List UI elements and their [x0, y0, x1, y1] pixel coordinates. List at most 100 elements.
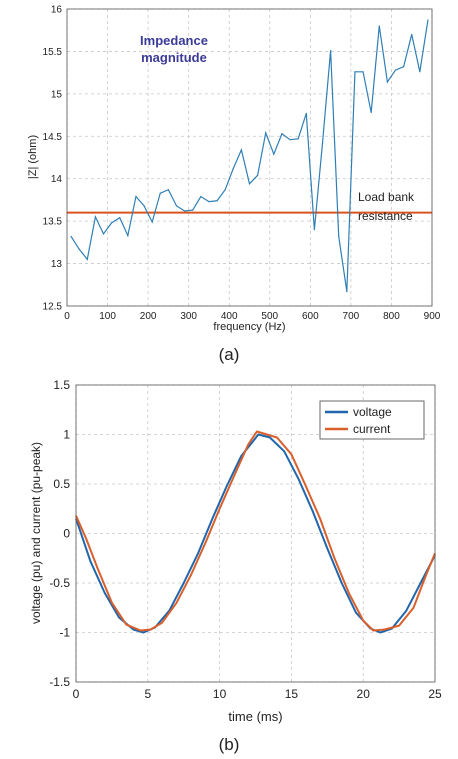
y-tick-label: 15: [51, 89, 63, 100]
impedance-point: [175, 205, 178, 207]
y-tick-label: 0.5: [53, 477, 70, 491]
impedance-point: [313, 229, 315, 231]
impedance-point: [289, 139, 291, 141]
impedance-point: [362, 71, 364, 73]
impedance-point: [281, 133, 283, 135]
impedance-point: [184, 210, 186, 212]
x-tick-label: 300: [180, 311, 197, 322]
impedance-point: [224, 189, 226, 191]
x-tick-label: 20: [357, 687, 371, 701]
legend-label-current: current: [353, 422, 391, 436]
impedance-chart: 0 100 200 300 400 500 600 700 800 900 12.51313.51…: [27, 5, 441, 365]
impedance-point: [111, 222, 113, 224]
legend-label-voltage: voltage: [353, 405, 392, 419]
impedance-point: [257, 174, 259, 176]
x-tick-label: 700: [343, 311, 360, 322]
impedance-point: [167, 189, 169, 191]
x-tick-label: 800: [383, 311, 400, 322]
impedance-point: [216, 200, 218, 202]
x-tick-label: 0: [64, 311, 70, 322]
x-tick-label: 200: [140, 311, 157, 322]
y-tick-label: -1.5: [49, 675, 70, 689]
x-tick-label: 400: [221, 311, 238, 322]
y-tick-label: 14.5: [43, 132, 63, 143]
x-tick-label: 900: [424, 311, 441, 322]
legend: voltage current: [319, 400, 425, 440]
x-ticks-b: 0 5 10 15 20 25: [73, 687, 442, 701]
y-tick-label: 16: [51, 5, 63, 16]
impedance-point: [386, 81, 388, 83]
x-axis-label-b: time (ms): [228, 709, 282, 724]
y-axis-label-b: voltage (pu) and current (pu-peak): [29, 442, 43, 624]
x-tick-label: 10: [213, 687, 227, 701]
x-tick-label: 500: [261, 311, 278, 322]
x-tick-label: 5: [144, 687, 151, 701]
plot-area-a: [67, 9, 432, 306]
impedance-point: [378, 25, 380, 27]
series-lines-b: [75, 430, 436, 634]
impedance-point: [265, 132, 267, 134]
impedance-point: [200, 195, 202, 198]
y-ticks-a: 12.5 13 13.5 14 14.5 15 15.5 16: [43, 5, 63, 313]
impedance-point: [143, 205, 145, 207]
y-tick-label: 13.5: [43, 217, 63, 228]
voltage-current-chart: 0 5 10 15 20 25 -1.5 -1 -0.5 0 0.5 1 1.5 voltage cur…: [29, 378, 442, 754]
x-tick-label: 0: [73, 687, 80, 701]
y-tick-label: -1: [59, 626, 70, 640]
y-tick-label: 1.5: [53, 378, 70, 392]
impedance-point: [248, 183, 251, 185]
y-tick-label: -0.5: [49, 576, 70, 590]
impedance-point: [370, 111, 372, 114]
impedance-point: [305, 112, 307, 114]
impedance-point: [354, 71, 356, 73]
y-axis-label-a: |Z| (ohm): [27, 135, 39, 179]
impedance-point: [192, 209, 194, 211]
impedance-point: [135, 195, 137, 198]
x-tick-label: 600: [302, 311, 319, 322]
y-tick-label: 15.5: [43, 47, 63, 58]
impedance-point: [151, 221, 153, 223]
y-tick-label: 1: [63, 428, 70, 442]
impedance-point: [78, 248, 80, 250]
impedance-point: [127, 234, 129, 237]
impedance-point: [208, 201, 210, 203]
impedance-point: [86, 258, 88, 260]
impedance-point: [346, 290, 348, 293]
x-tick-label: 25: [428, 687, 442, 701]
impedance-magnitude-annotation: Impedance magnitude: [140, 33, 208, 65]
impedance-point: [411, 33, 413, 36]
y-ticks-b: -1.5 -1 -0.5 0 0.5 1 1.5: [49, 378, 70, 689]
panel-label-a: (a): [219, 345, 240, 364]
impedance-point: [419, 71, 421, 73]
impedance-point: [119, 217, 121, 219]
x-ticks-a: 0 100 200 300 400 500 600 700 800 900: [64, 311, 441, 322]
legend-box: [319, 400, 425, 440]
impedance-point: [102, 233, 105, 235]
impedance-point: [403, 66, 405, 68]
current-series-line: [75, 430, 436, 632]
x-tick-label: 15: [285, 687, 299, 701]
impedance-points: [70, 19, 429, 293]
load-bank-resistance-annotation: Load bank resistance: [358, 190, 415, 223]
impedance-point: [330, 49, 332, 52]
panel-label-b: (b): [219, 735, 240, 754]
impedance-point: [297, 138, 299, 140]
y-tick-label: 13: [51, 259, 63, 270]
impedance-point: [338, 235, 340, 238]
impedance-point: [273, 153, 275, 155]
y-tick-label: 14: [51, 174, 63, 185]
axes-box-b: [75, 384, 436, 683]
impedance-point: [159, 192, 161, 194]
impedance-point: [427, 19, 429, 21]
x-tick-label: 100: [99, 311, 116, 322]
x-axis-label-a: frequency (Hz): [213, 321, 285, 333]
impedance-point: [394, 69, 397, 71]
y-tick-label: 0: [63, 527, 70, 541]
impedance-point: [70, 235, 72, 238]
impedance-point: [94, 216, 96, 218]
impedance-point: [232, 167, 234, 170]
impedance-point: [321, 142, 324, 144]
axes-box-a: [66, 8, 433, 307]
impedance-point: [240, 149, 242, 151]
